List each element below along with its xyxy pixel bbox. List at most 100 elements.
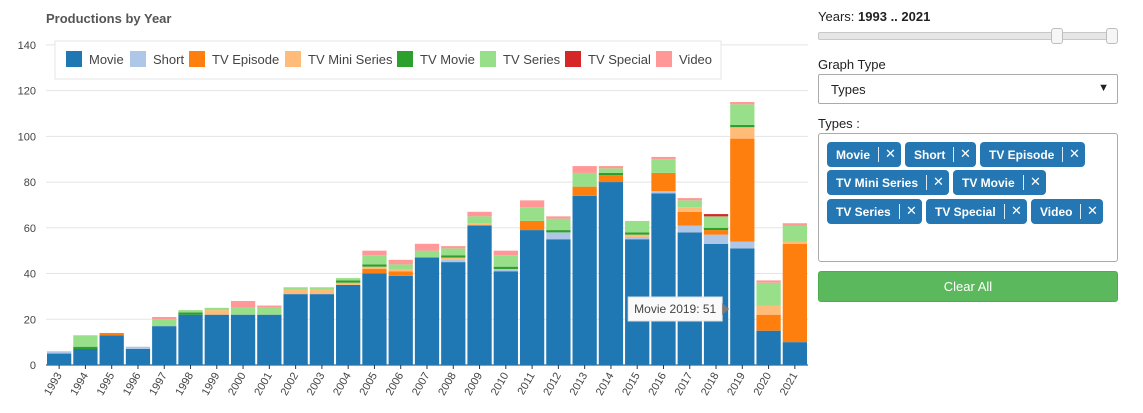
bar-video-2000[interactable]	[230, 300, 256, 308]
bar-tv-series-2011[interactable]	[519, 207, 545, 221]
bar-movie-2000[interactable]	[230, 314, 256, 365]
bar-tv-movie-1998[interactable]	[178, 312, 203, 315]
bar-movie-2020[interactable]	[756, 330, 781, 365]
bar-tv-episode-1995[interactable]	[99, 332, 124, 336]
bar-video-2012[interactable]	[546, 216, 571, 219]
type-tag-video[interactable]: Video ✕	[1031, 199, 1103, 224]
bar-movie-2005[interactable]	[362, 273, 387, 365]
bar-tv-mini-series-2003[interactable]	[309, 289, 335, 295]
bar-video-2019[interactable]	[730, 102, 755, 105]
close-icon[interactable]: ✕	[1030, 174, 1041, 189]
bar-short-2017[interactable]	[677, 225, 702, 233]
bar-movie-1999[interactable]	[204, 314, 229, 365]
bar-tv-mini-series-2017[interactable]	[677, 207, 702, 212]
year-range-slider[interactable]	[818, 28, 1118, 44]
bar-short-2018[interactable]	[703, 234, 729, 244]
bar-movie-1997[interactable]	[152, 326, 177, 365]
type-tag-movie[interactable]: Movie ✕	[827, 142, 901, 167]
bar-short-2012[interactable]	[546, 232, 571, 240]
type-tag-tv-episode[interactable]: TV Episode ✕	[980, 142, 1085, 167]
close-icon[interactable]: ✕	[1069, 146, 1080, 161]
bar-video-2009[interactable]	[467, 211, 492, 217]
bar-tv-mini-series-2008[interactable]	[441, 257, 466, 260]
bar-movie-2013[interactable]	[572, 195, 597, 365]
bar-video-2011[interactable]	[519, 200, 545, 208]
bar-tv-movie-1994[interactable]	[73, 346, 98, 349]
bar-tv-mini-series-2015[interactable]	[625, 234, 650, 237]
close-icon[interactable]: ✕	[906, 203, 917, 218]
bar-tv-series-2009[interactable]	[467, 216, 492, 224]
bar-tv-series-2001[interactable]	[257, 307, 282, 315]
bar-tv-series-2016[interactable]	[651, 159, 676, 173]
bar-tv-special-2018[interactable]	[703, 214, 729, 217]
type-tag-short[interactable]: Short ✕	[905, 142, 976, 167]
bar-tv-episode-2013[interactable]	[572, 186, 597, 196]
close-icon[interactable]: ✕	[960, 146, 971, 161]
bar-short-2016[interactable]	[651, 191, 676, 194]
bar-movie-2007[interactable]	[414, 257, 440, 365]
bar-video-2013[interactable]	[572, 166, 597, 173]
bar-tv-series-2020[interactable]	[756, 282, 781, 306]
bar-tv-series-2017[interactable]	[677, 200, 702, 208]
slider-handle-start[interactable]	[1051, 28, 1064, 44]
bar-video-2005[interactable]	[362, 250, 387, 256]
bar-tv-series-2014[interactable]	[598, 168, 624, 173]
bar-movie-2021[interactable]	[782, 342, 807, 365]
bar-movie-1996[interactable]	[125, 348, 151, 365]
bar-movie-2010[interactable]	[493, 271, 518, 365]
bar-tv-episode-2006[interactable]	[388, 271, 413, 276]
bar-video-2014[interactable]	[598, 166, 624, 169]
bar-short-1993[interactable]	[47, 351, 72, 354]
bar-video-2001[interactable]	[257, 305, 282, 308]
bar-tv-mini-series-2020[interactable]	[756, 305, 781, 315]
bar-tv-series-1994[interactable]	[73, 335, 98, 347]
bar-movie-2009[interactable]	[467, 225, 492, 365]
bar-tv-series-1997[interactable]	[152, 319, 177, 327]
bar-tv-episode-2016[interactable]	[651, 172, 676, 192]
bar-tv-mini-series-2004[interactable]	[336, 282, 361, 285]
bar-movie-2019[interactable]	[730, 248, 755, 365]
bar-tv-movie-2008[interactable]	[441, 255, 466, 258]
bar-tv-series-2010[interactable]	[493, 255, 518, 267]
bar-video-1997[interactable]	[152, 316, 177, 320]
bar-movie-2016[interactable]	[651, 193, 676, 366]
bar-movie-1994[interactable]	[73, 348, 98, 365]
bar-tv-episode-2005[interactable]	[362, 268, 387, 274]
bar-tv-series-2019[interactable]	[730, 104, 755, 125]
bar-tv-movie-2015[interactable]	[625, 232, 650, 235]
bar-movie-1995[interactable]	[99, 335, 124, 365]
bar-tv-series-2002[interactable]	[283, 287, 308, 290]
bar-tv-mini-series-2009[interactable]	[467, 223, 492, 226]
bar-tv-series-2018[interactable]	[703, 216, 729, 228]
type-tag-tv-series[interactable]: TV Series ✕	[827, 199, 922, 224]
close-icon[interactable]: ✕	[1087, 203, 1098, 218]
bar-tv-series-2003[interactable]	[309, 287, 335, 290]
bar-tv-episode-2021[interactable]	[782, 243, 807, 343]
bar-movie-1998[interactable]	[178, 314, 203, 365]
bar-short-2019[interactable]	[730, 241, 755, 249]
bar-movie-2003[interactable]	[309, 294, 335, 365]
bar-tv-series-2007[interactable]	[414, 250, 440, 258]
type-tag-tv-special[interactable]: TV Special ✕	[926, 199, 1027, 224]
bar-tv-movie-2014[interactable]	[598, 172, 624, 176]
bar-tv-series-2005[interactable]	[362, 255, 387, 265]
bar-tv-series-2021[interactable]	[782, 225, 807, 242]
close-icon[interactable]: ✕	[933, 174, 944, 189]
bar-video-2008[interactable]	[441, 246, 466, 249]
bar-movie-2004[interactable]	[336, 284, 361, 365]
bar-movie-2001[interactable]	[257, 314, 282, 365]
bar-tv-series-2013[interactable]	[572, 172, 597, 187]
type-tag-tv-mini-series[interactable]: TV Mini Series ✕	[827, 170, 949, 195]
bar-video-2007[interactable]	[414, 243, 440, 251]
clear-all-button[interactable]: Clear All	[818, 271, 1118, 302]
bar-tv-series-2000[interactable]	[230, 307, 256, 315]
bar-movie-2011[interactable]	[519, 230, 545, 365]
bar-tv-series-2012[interactable]	[546, 218, 571, 231]
bar-tv-movie-2005[interactable]	[362, 264, 387, 267]
bar-movie-2002[interactable]	[283, 294, 308, 365]
bar-tv-movie-2004[interactable]	[336, 280, 361, 283]
bar-tv-series-2004[interactable]	[336, 278, 361, 281]
bar-movie-2012[interactable]	[546, 239, 571, 365]
type-tag-tv-movie[interactable]: TV Movie ✕	[953, 170, 1046, 195]
bar-tv-episode-2014[interactable]	[598, 175, 624, 183]
